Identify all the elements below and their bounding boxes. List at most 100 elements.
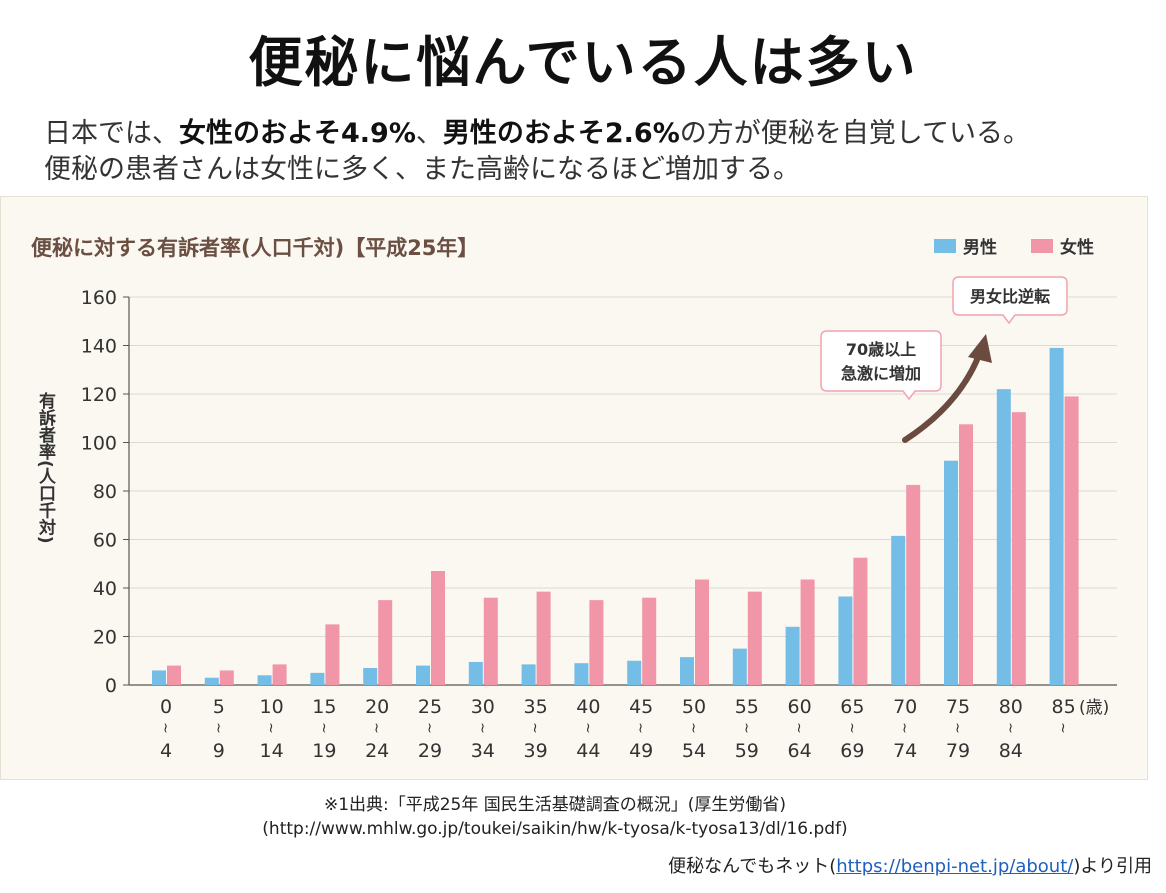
bar-male bbox=[1049, 347, 1064, 685]
x-tick-label-end: 29 bbox=[418, 740, 442, 762]
bar-female bbox=[378, 600, 393, 685]
x-tick-range-mark: ~ bbox=[738, 722, 754, 734]
credit-link[interactable]: https://benpi-net.jp/about/ bbox=[836, 856, 1074, 877]
x-tick-range-mark: ~ bbox=[1002, 722, 1018, 734]
credit-note: 便秘なんでもネット(https://benpi-net.jp/about/)より… bbox=[668, 852, 1152, 878]
x-tick-range-mark: ~ bbox=[1055, 722, 1071, 734]
x-tick-label-start: 60 bbox=[788, 696, 812, 718]
y-axis-label: 有訴者率(人口千対) bbox=[35, 391, 57, 544]
x-tick-label-end: 74 bbox=[893, 740, 917, 762]
x-tick-label-start: 35 bbox=[524, 696, 548, 718]
source-line-1: ※1出典:「平成25年 国民生活基礎調査の概況」(厚生労働省) bbox=[323, 795, 787, 815]
x-tick-range-mark: ~ bbox=[685, 722, 701, 734]
bar-female bbox=[219, 670, 234, 685]
bar-male bbox=[152, 670, 166, 685]
bar-female bbox=[483, 597, 498, 685]
bar-male bbox=[574, 663, 589, 685]
x-tick-label-end: 19 bbox=[312, 740, 336, 762]
legend-label-male: 男性 bbox=[963, 237, 997, 258]
source-line-2: (http://www.mhlw.go.jp/toukei/saikin/hw/… bbox=[262, 819, 848, 839]
bar-male bbox=[627, 660, 642, 685]
x-tick-range-mark: ~ bbox=[896, 722, 912, 734]
bar-male bbox=[996, 389, 1011, 685]
bar-female bbox=[272, 664, 287, 685]
x-tick-label-start: 15 bbox=[312, 696, 336, 718]
bar-male bbox=[838, 596, 853, 685]
y-tick-label: 160 bbox=[81, 287, 117, 309]
x-tick-label-end: 34 bbox=[471, 740, 495, 762]
chart-panel: 便秘に対する有訴者率(人口千対)【平成25年】 男性 女性 有訴者率(人口千対)… bbox=[0, 196, 1148, 780]
bar-female bbox=[642, 597, 657, 685]
x-tick-label-start: 5 bbox=[213, 696, 225, 718]
x-tick-range-mark: ~ bbox=[527, 722, 543, 734]
x-tick-label-end: 79 bbox=[946, 740, 970, 762]
lead-text-segment: 日本では、 bbox=[44, 118, 179, 149]
trend-arrow-line bbox=[902, 352, 982, 443]
annotation-reversal-text: 男女比逆転 bbox=[970, 287, 1050, 306]
chart-title: 便秘に対する有訴者率(人口千対)【平成25年】 bbox=[31, 236, 478, 260]
bar-female bbox=[167, 665, 181, 685]
bar-female bbox=[959, 424, 973, 685]
y-tick-label: 60 bbox=[93, 530, 117, 552]
x-tick-label-end: 39 bbox=[524, 740, 548, 762]
bar-male bbox=[785, 626, 800, 685]
bar-male bbox=[468, 661, 483, 685]
y-tick-label: 100 bbox=[81, 433, 117, 455]
x-tick-label-start: 55 bbox=[735, 696, 759, 718]
x-tick-label-start: 10 bbox=[260, 696, 284, 718]
x-tick-range-mark: ~ bbox=[843, 722, 859, 734]
credit-prefix: 便秘なんでもネット( bbox=[668, 856, 837, 877]
bar-male bbox=[680, 657, 694, 685]
annotation-callout-increase bbox=[820, 330, 942, 401]
y-tick-label: 140 bbox=[81, 336, 117, 358]
x-tick-range-mark: ~ bbox=[791, 722, 807, 734]
annotation-callout-reversal bbox=[952, 276, 1068, 325]
bar-male bbox=[944, 460, 958, 685]
x-tick-range-mark: ~ bbox=[157, 722, 173, 734]
bar-male bbox=[363, 668, 378, 685]
lead-text-segment: 、 bbox=[415, 118, 443, 149]
y-tick-label: 80 bbox=[93, 481, 117, 503]
annotation-increase-line1: 70歳以上 bbox=[846, 340, 916, 359]
bar-male bbox=[204, 677, 219, 685]
bar-female bbox=[1011, 412, 1026, 685]
y-tick-label: 20 bbox=[93, 627, 117, 649]
x-tick-range-mark: ~ bbox=[263, 722, 279, 734]
x-tick-labels: 0~45~910~1415~1920~2425~2930~3435~3940~4… bbox=[157, 696, 1076, 762]
legend-swatch-female bbox=[1031, 239, 1053, 253]
x-tick-label-start: 75 bbox=[946, 696, 970, 718]
lead-line-1: 日本では、女性のおよそ4.9%、男性のおよそ2.6%の方が便秘を自覚している。 bbox=[44, 116, 1154, 152]
bar-female bbox=[800, 579, 815, 685]
grid-lines bbox=[123, 296, 1117, 686]
female-rate-emphasis: 女性のおよそ4.9% bbox=[179, 118, 416, 149]
lead-text-segment: の方が便秘を自覚している。 bbox=[679, 118, 1030, 149]
x-tick-label-end: 24 bbox=[365, 740, 389, 762]
x-tick-label-end: 69 bbox=[840, 740, 864, 762]
bar-male bbox=[257, 675, 272, 685]
y-tick-label: 120 bbox=[81, 384, 117, 406]
x-tick-range-mark: ~ bbox=[474, 722, 490, 734]
legend-swatch-male bbox=[934, 239, 956, 253]
male-rate-emphasis: 男性のおよそ2.6% bbox=[442, 118, 680, 149]
page-title: 便秘に悩んでいる人は多い bbox=[248, 31, 918, 94]
x-tick-range-mark: ~ bbox=[368, 722, 384, 734]
x-tick-label-end: 9 bbox=[213, 740, 225, 762]
x-tick-label-end: 64 bbox=[788, 740, 812, 762]
bar-male bbox=[891, 535, 906, 685]
bar-female bbox=[747, 591, 762, 685]
trend-arrow-head bbox=[968, 334, 992, 363]
x-tick-label-start: 85 bbox=[1052, 696, 1076, 718]
bar-male bbox=[521, 664, 536, 685]
x-tick-label-start: 45 bbox=[629, 696, 653, 718]
bar-female bbox=[589, 600, 604, 685]
credit-suffix: )より引用 bbox=[1073, 856, 1152, 877]
bar-male bbox=[732, 648, 747, 685]
bar-female bbox=[906, 484, 921, 685]
x-tick-range-mark: ~ bbox=[949, 722, 965, 734]
x-tick-label-start: 30 bbox=[471, 696, 495, 718]
x-tick-label-end: 14 bbox=[260, 740, 284, 762]
x-tick-label-end: 44 bbox=[576, 740, 600, 762]
legend-label-female: 女性 bbox=[1060, 237, 1094, 258]
x-tick-label-end: 59 bbox=[735, 740, 759, 762]
x-tick-label-start: 50 bbox=[682, 696, 706, 718]
